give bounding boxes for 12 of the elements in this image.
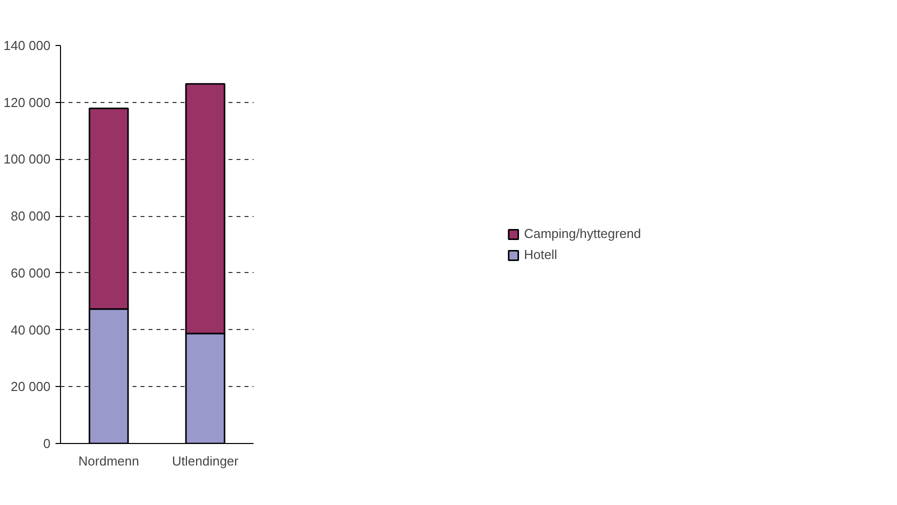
y-tick-label: 0	[43, 436, 51, 451]
y-tick-label: 100 000	[4, 152, 51, 167]
y-tick-label: 60 000	[10, 265, 51, 280]
x-tick-label: Nordmenn	[78, 454, 140, 468]
x-tick-label: Utlendinger	[172, 454, 240, 468]
y-tick-label: 140 000	[4, 38, 51, 53]
legend-label: Camping/hyttegrend	[524, 226, 642, 241]
y-tick-label: 120 000	[4, 94, 51, 110]
legend-label: Hotell	[524, 247, 558, 262]
y-tick-label: 20 000	[10, 379, 51, 394]
y-tick-label: 40 000	[10, 322, 51, 338]
y-tick-label: 80 000	[10, 208, 51, 224]
